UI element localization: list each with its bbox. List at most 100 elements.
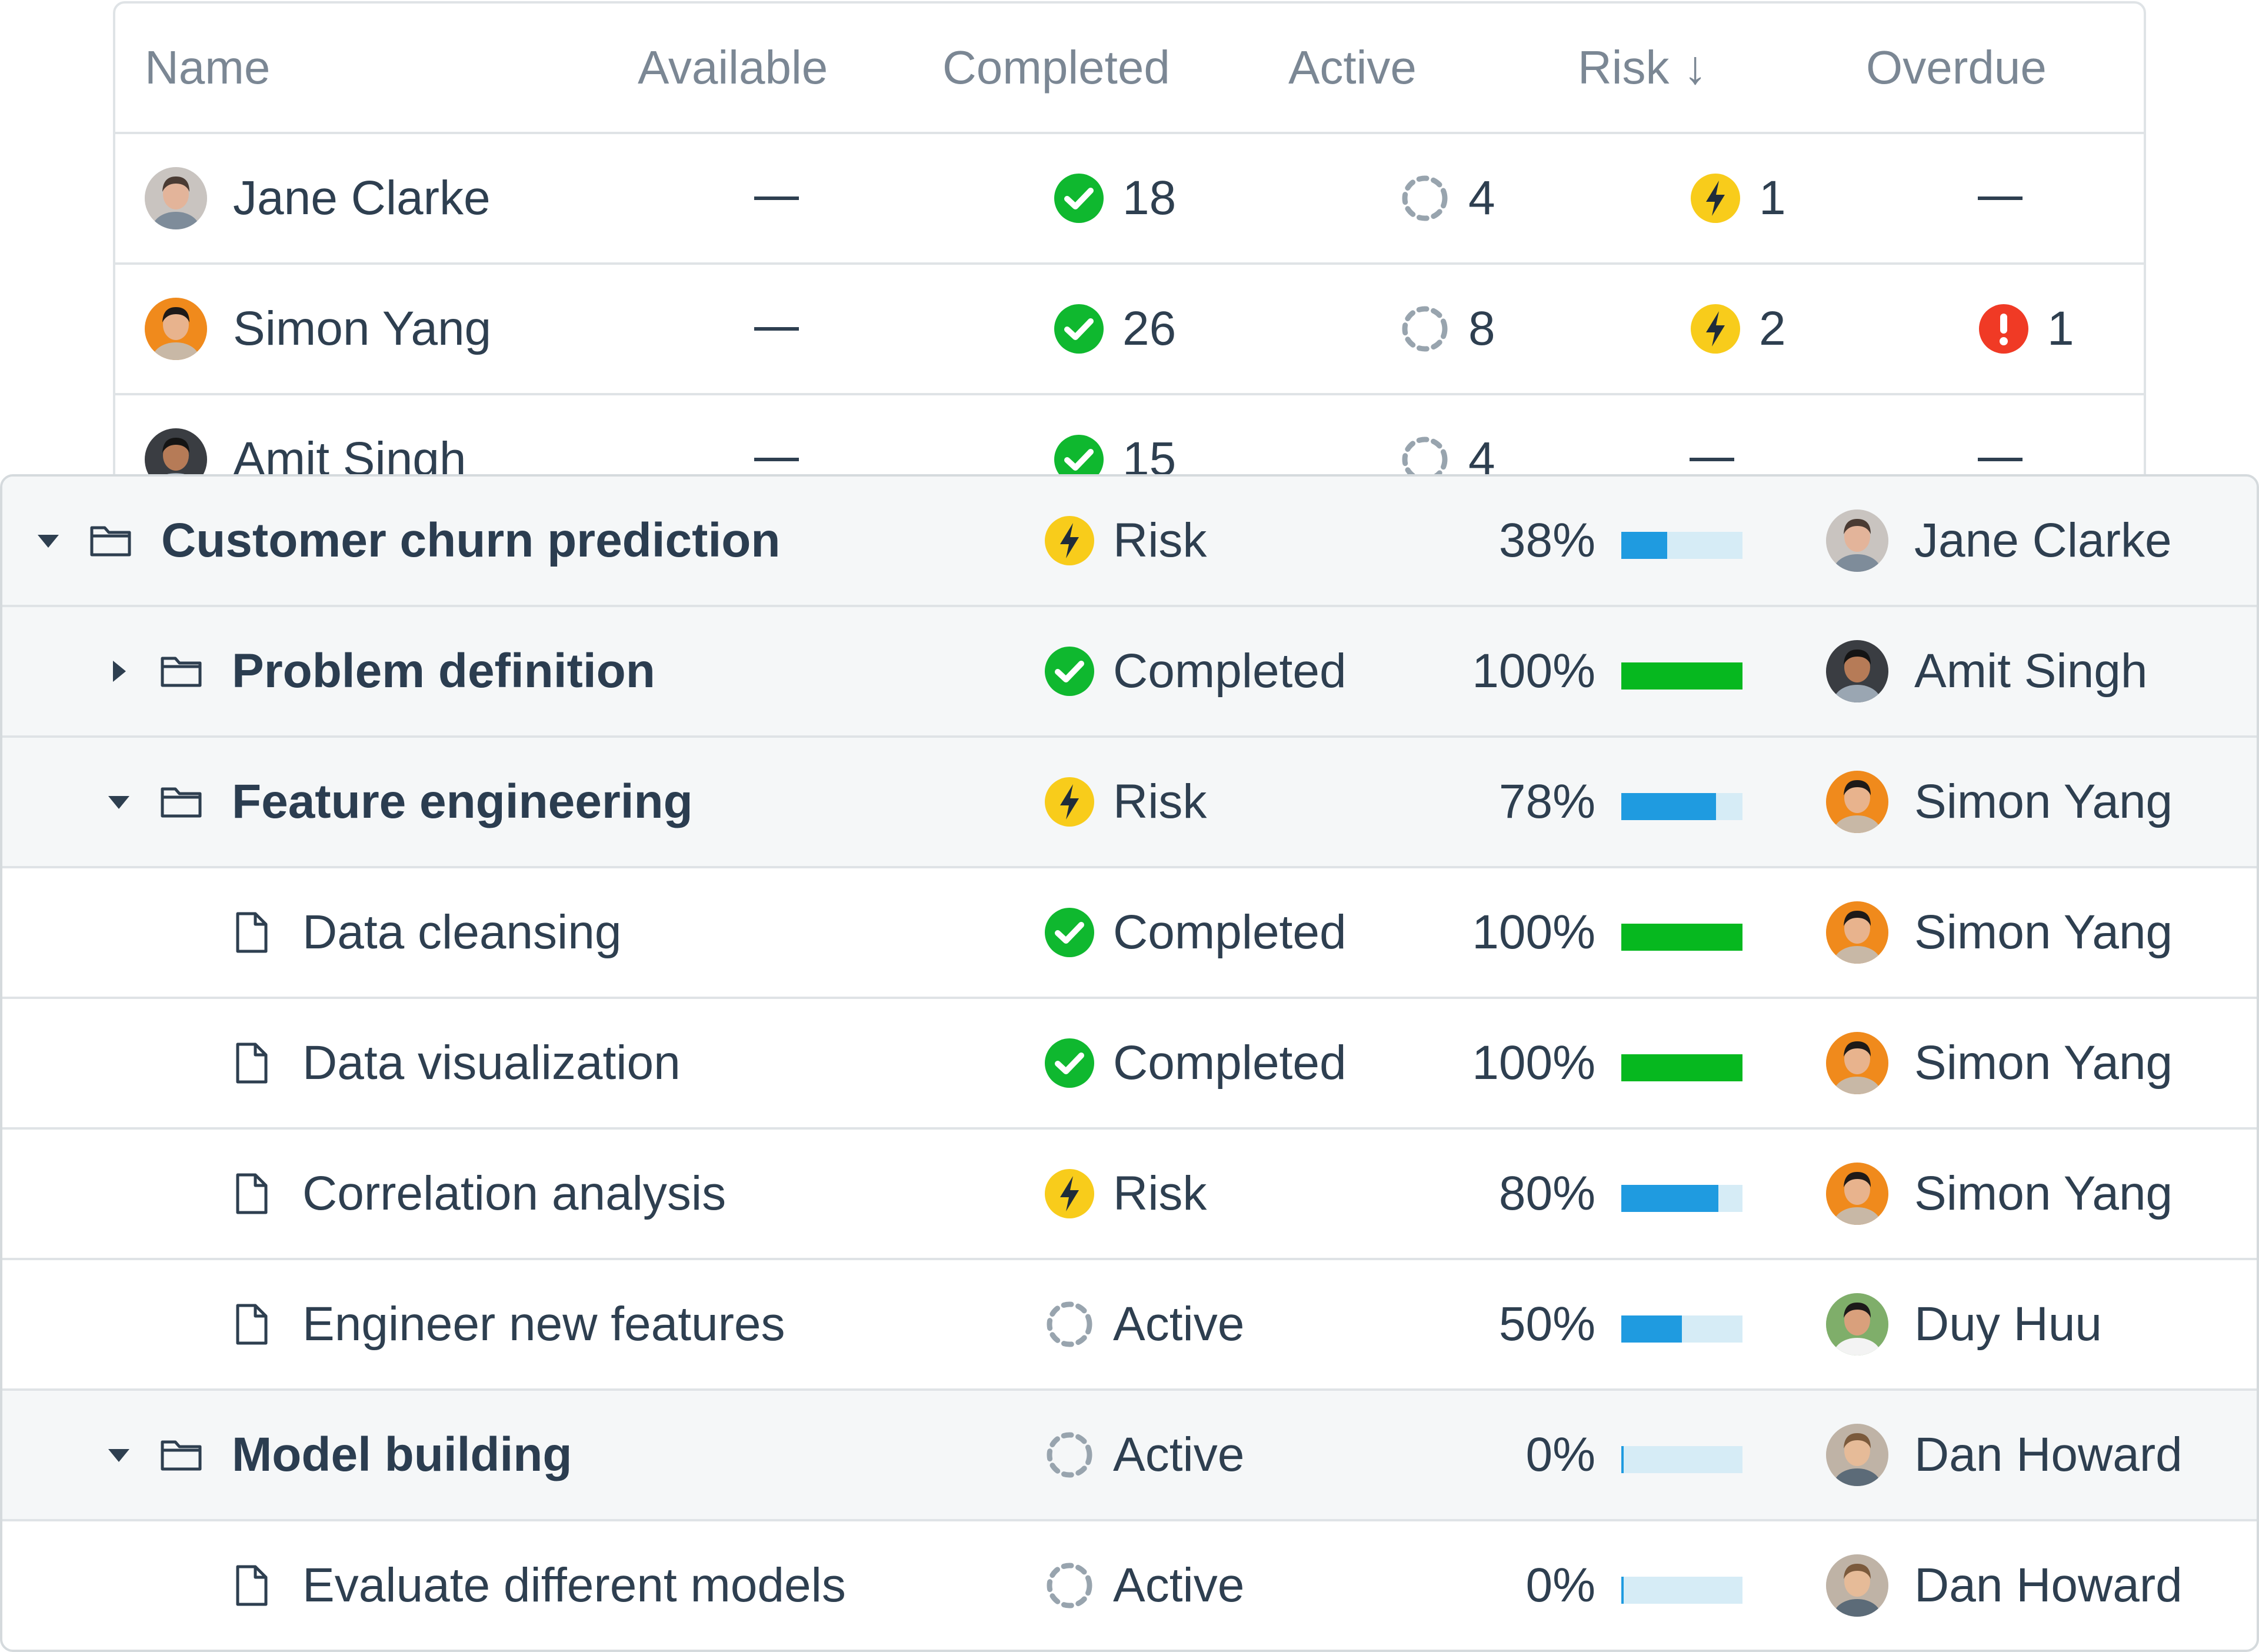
tree-row[interactable]: Evaluate different models Active 0% Dan Ho…: [2, 1521, 2257, 1650]
empty-dash: —: [754, 458, 799, 461]
status-label: Risk: [1113, 514, 1207, 567]
summary-risk-value: 2: [1759, 302, 1786, 355]
summary-name: Jane Clarke: [233, 171, 491, 225]
progress-bar: [1621, 662, 1742, 690]
check-circle-icon: [1053, 172, 1105, 224]
sort-arrow-down-icon: ↓: [1683, 41, 1707, 94]
task-owner[interactable]: Dan Howard: [1826, 1521, 2183, 1650]
task-status: Risk: [1044, 477, 1207, 605]
empty-dash: —: [754, 196, 799, 200]
folder-icon: [159, 607, 204, 735]
summary-row[interactable]: Jane Clarke — 18 4 1 —: [115, 134, 2144, 265]
caret-right-icon[interactable]: [101, 607, 136, 735]
avatar: [1826, 1163, 1888, 1225]
dashed-circle-icon: [1044, 1560, 1095, 1611]
task-owner[interactable]: Simon Yang: [1826, 1130, 2173, 1258]
owner-name: Simon Yang: [1914, 775, 2173, 828]
tree-row[interactable]: Data cleansing Completed 100% Simon Yang: [2, 868, 2257, 999]
tree-row[interactable]: Engineer new features Active 50% Duy Huu: [2, 1260, 2257, 1391]
summary-name-cell: Jane Clarke: [145, 167, 491, 229]
dashed-circle-icon: [1399, 172, 1451, 224]
tree-row[interactable]: Model building Active 0% Dan Howard: [2, 1391, 2257, 1521]
caret-down-icon[interactable]: [101, 738, 136, 866]
task-owner[interactable]: Simon Yang: [1826, 738, 2173, 866]
task-name[interactable]: Correlation analysis: [302, 1167, 727, 1220]
progress-bar-fill: [1621, 1315, 1682, 1343]
owner-name: Amit Singh: [1914, 644, 2148, 698]
task-name[interactable]: Data cleansing: [302, 905, 622, 959]
summary-table: Name Available Completed Active Risk ↓ O…: [113, 1, 2146, 531]
task-owner[interactable]: Amit Singh: [1826, 607, 2148, 735]
empty-dash: —: [754, 327, 799, 331]
task-tree-table: Customer churn prediction Risk 38% Jane Cl…: [0, 474, 2259, 1652]
lightning-icon: [1044, 776, 1095, 828]
progress-bar-fill: [1621, 532, 1668, 559]
progress-bar: [1621, 1315, 1742, 1343]
task-owner[interactable]: Simon Yang: [1826, 999, 2173, 1127]
progress-bar: [1621, 924, 1742, 951]
task-name[interactable]: Problem definition: [232, 644, 655, 698]
owner-name: Jane Clarke: [1914, 514, 2172, 567]
col-header-overdue[interactable]: Overdue: [1866, 41, 2047, 94]
caret-down-icon[interactable]: [31, 477, 66, 605]
status-label: Active: [1113, 1297, 1245, 1351]
avatar: [145, 167, 207, 229]
task-owner[interactable]: Simon Yang: [1826, 868, 2173, 997]
status-label: Completed: [1113, 644, 1347, 698]
check-circle-icon: [1044, 1037, 1095, 1089]
task-owner[interactable]: Jane Clarke: [1826, 477, 2172, 605]
summary-row[interactable]: Simon Yang — 26 8 2 1: [115, 265, 2144, 395]
progress-percent: 38%: [1498, 514, 1595, 567]
summary-available-cell: —: [754, 196, 799, 200]
col-header-available[interactable]: Available: [638, 41, 828, 94]
task-owner[interactable]: Dan Howard: [1826, 1391, 2183, 1519]
caret-down-icon[interactable]: [101, 1391, 136, 1519]
col-header-completed[interactable]: Completed: [942, 41, 1170, 94]
summary-risk-value: 1: [1759, 171, 1786, 225]
status-label: Completed: [1113, 1036, 1347, 1090]
file-icon: [229, 868, 274, 997]
task-status: Risk: [1044, 738, 1207, 866]
summary-overdue-value: 1: [2047, 302, 2074, 355]
task-status: Completed: [1044, 868, 1347, 997]
file-icon: [229, 1130, 274, 1258]
check-circle-icon: [1044, 645, 1095, 697]
task-name[interactable]: Data visualization: [302, 1036, 681, 1090]
tree-row[interactable]: Problem definition Completed 100% Amit Sin…: [2, 607, 2257, 738]
progress-bar-fill: [1621, 1446, 1624, 1473]
tree-row[interactable]: Customer churn prediction Risk 38% Jane Cl…: [2, 477, 2257, 607]
col-header-active[interactable]: Active: [1288, 41, 1417, 94]
tree-row[interactable]: Feature engineering Risk 78% Simon Yang: [2, 738, 2257, 868]
col-header-name[interactable]: Name: [145, 41, 271, 94]
progress-bar-fill: [1621, 924, 1742, 951]
avatar: [1826, 509, 1888, 572]
task-name[interactable]: Evaluate different models: [302, 1558, 846, 1612]
task-name[interactable]: Engineer new features: [302, 1297, 785, 1351]
task-name[interactable]: Feature engineering: [232, 775, 693, 828]
lightning-icon: [1044, 515, 1095, 567]
summary-active-value: 8: [1468, 302, 1495, 355]
summary-risk-cell: 1: [1690, 171, 1786, 226]
tree-row[interactable]: Data visualization Completed 100% Simon Ya…: [2, 999, 2257, 1130]
task-name[interactable]: Model building: [232, 1428, 572, 1481]
file-icon: [229, 1521, 274, 1650]
owner-name: Simon Yang: [1914, 905, 2173, 959]
file-icon: [229, 999, 274, 1127]
progress-bar: [1621, 532, 1742, 559]
folder-icon: [159, 738, 204, 866]
exclamation-circle-icon: [1978, 303, 2030, 355]
avatar: [1826, 1032, 1888, 1094]
col-header-risk[interactable]: Risk ↓: [1578, 41, 1707, 95]
avatar: [1826, 771, 1888, 833]
status-label: Active: [1113, 1558, 1245, 1612]
owner-name: Simon Yang: [1914, 1036, 2173, 1090]
avatar: [1826, 1424, 1888, 1486]
task-name[interactable]: Customer churn prediction: [161, 514, 781, 567]
folder-icon: [159, 1391, 204, 1519]
summary-name: Simon Yang: [233, 302, 492, 355]
status-label: Completed: [1113, 905, 1347, 959]
summary-active-cell: 4: [1399, 171, 1495, 226]
task-owner[interactable]: Duy Huu: [1826, 1260, 2102, 1388]
folder-icon: [88, 477, 133, 605]
tree-row[interactable]: Correlation analysis Risk 80% Simon Yang: [2, 1130, 2257, 1260]
